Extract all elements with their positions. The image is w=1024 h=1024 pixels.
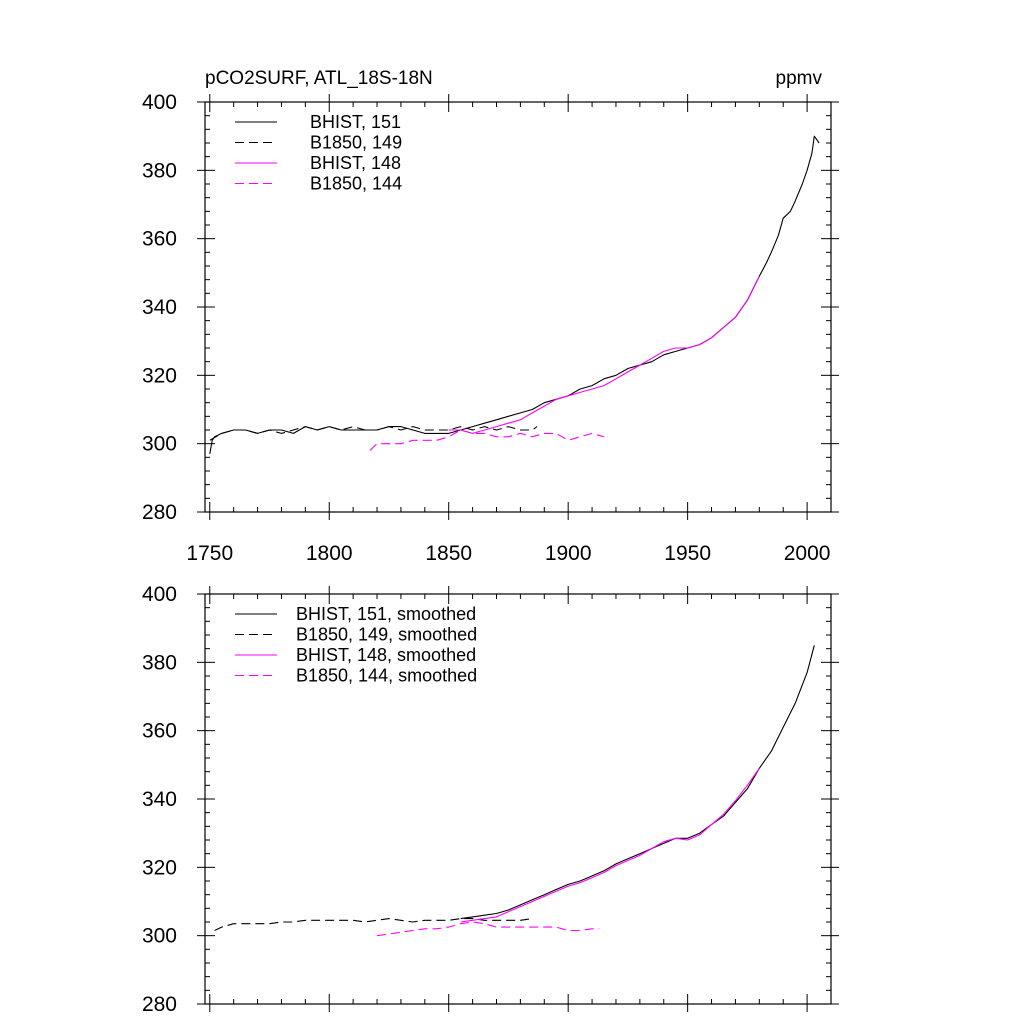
y-tick-label: 280 bbox=[142, 501, 177, 524]
bottom-panel: 280 300 320 340 360 380 400 BHIST, 151, smooth… bbox=[142, 583, 839, 1016]
y-tick-label: 360 bbox=[142, 228, 177, 251]
y-tick-label: 380 bbox=[142, 651, 177, 674]
y-tick-label: 340 bbox=[142, 296, 177, 319]
x-tick-label: 1950 bbox=[664, 542, 711, 565]
legend-label: BHIST, 148, smoothed bbox=[296, 645, 476, 665]
legend-label: B1850, 149, smoothed bbox=[296, 625, 477, 645]
y-tick-label: 400 bbox=[142, 91, 177, 114]
x-tick-label: 1750 bbox=[186, 542, 233, 565]
y-tick-label: 300 bbox=[142, 433, 177, 456]
x-tick-label: 1850 bbox=[425, 542, 472, 565]
plot-frame bbox=[204, 101, 832, 513]
series-line-4 bbox=[376, 921, 600, 937]
legend-label: B1850, 149 bbox=[310, 133, 402, 153]
series-line-3 bbox=[448, 276, 760, 434]
series-line-1 bbox=[460, 645, 815, 920]
legend-label: BHIST, 151, smoothed bbox=[296, 604, 476, 624]
units-label: ppmv bbox=[776, 68, 823, 89]
y-tick-label: 280 bbox=[142, 993, 177, 1016]
series-line-4 bbox=[369, 429, 605, 451]
chart-title: pCO2SURF, ATL_18S-18N bbox=[205, 68, 433, 89]
y-tick-label: 400 bbox=[142, 583, 177, 606]
plot-frame bbox=[204, 593, 832, 1005]
y-tick-label: 340 bbox=[142, 788, 177, 811]
series-line-1 bbox=[209, 135, 820, 454]
legend-label: B1850, 144, smoothed bbox=[296, 666, 477, 686]
x-tick-label: 1800 bbox=[306, 542, 353, 565]
y-tick-label: 320 bbox=[142, 364, 177, 387]
y-tick-label: 380 bbox=[142, 159, 177, 182]
ticks-layer: 1750 1800 1850 1900 1950 2000 280 300 320 340 360 3… bbox=[142, 91, 839, 565]
x-tick-label: 1900 bbox=[545, 542, 592, 565]
x-tick-label: 2000 bbox=[784, 542, 831, 565]
series-layer bbox=[209, 135, 820, 454]
top-panel: pCO2SURF, ATL_18S-18N ppmv 1750 1800 1850 1… bbox=[142, 68, 839, 565]
y-tick-label: 320 bbox=[142, 856, 177, 879]
ticks-layer: 280 300 320 340 360 380 400 bbox=[142, 583, 839, 1016]
legend-label: B1850, 144 bbox=[310, 174, 402, 194]
legend-label: BHIST, 151 bbox=[310, 112, 401, 132]
series-line-2 bbox=[214, 918, 533, 931]
legend-label: BHIST, 148 bbox=[310, 153, 401, 173]
y-tick-label: 360 bbox=[142, 720, 177, 743]
series-line-2 bbox=[209, 426, 538, 441]
series-line-3 bbox=[460, 767, 760, 923]
series-layer bbox=[214, 645, 815, 937]
y-tick-label: 300 bbox=[142, 925, 177, 948]
